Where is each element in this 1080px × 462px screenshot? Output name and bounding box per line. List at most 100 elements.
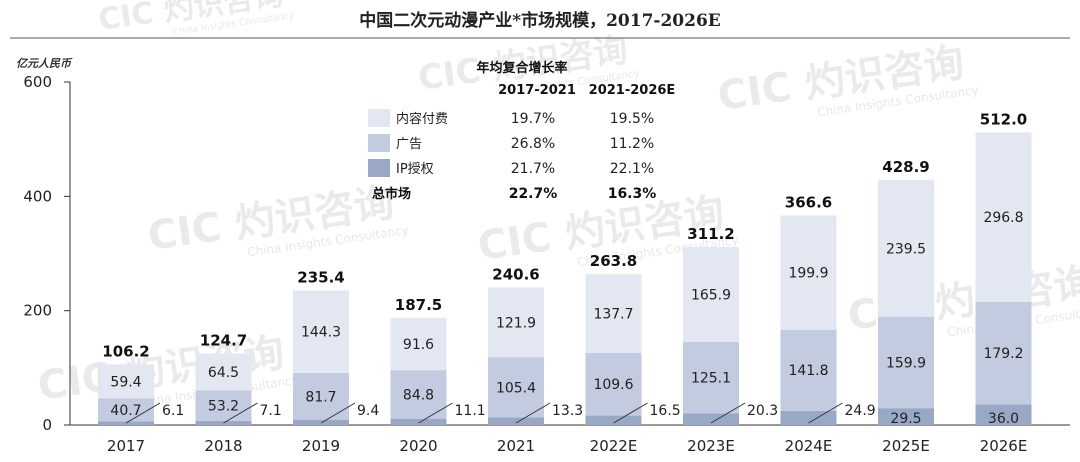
bar-segment — [585, 352, 642, 416]
data-label: 13.3 — [552, 403, 583, 419]
bar-segment — [975, 132, 1032, 302]
chart-title: 中国二次元动漫产业*市场规模，2017-2026E — [359, 10, 721, 31]
leader-line — [613, 402, 648, 424]
cagr-value-1: 21.7% — [511, 161, 555, 177]
watermark-brand: CIC — [96, 0, 156, 38]
data-label: 91.6 — [403, 337, 434, 353]
data-label: 137.7 — [593, 307, 633, 323]
data-label: 29.5 — [890, 411, 921, 427]
total-label: 428.9 — [882, 158, 929, 176]
bar-segment — [98, 398, 154, 422]
watermark-brand: CIC — [145, 204, 224, 260]
y-tick-label: 200 — [23, 302, 52, 320]
total-label: 124.7 — [200, 332, 247, 350]
total-label: 366.6 — [785, 193, 832, 211]
cagr-value-2: 19.5% — [610, 111, 654, 127]
bar-segment — [585, 415, 642, 425]
y-tick-label: 400 — [23, 187, 52, 205]
legend-label: 总市场 — [372, 186, 411, 202]
total-label: 187.5 — [395, 296, 442, 314]
bar-segment — [390, 317, 447, 371]
total-label: 512.0 — [980, 110, 1027, 128]
data-label: 11.1 — [455, 403, 486, 419]
cagr-value-2: 22.1% — [610, 161, 654, 177]
x-tick-label: 2025E — [882, 437, 930, 455]
x-tick-label: 2019 — [302, 437, 340, 455]
total-label: 106.2 — [102, 342, 149, 360]
data-label: 179.2 — [983, 346, 1023, 362]
legend-swatch — [368, 159, 390, 177]
leader-line — [418, 402, 453, 424]
x-tick-label: 2026E — [980, 437, 1028, 455]
bar-segment — [975, 301, 1032, 405]
bar-segment — [293, 290, 349, 373]
legend-label: 内容付费 — [396, 111, 448, 127]
bar-segment — [878, 179, 934, 317]
data-label: 141.8 — [788, 363, 828, 379]
bar-segment — [683, 413, 739, 425]
bar-segment — [780, 329, 837, 411]
data-label: 144.3 — [301, 325, 341, 341]
bar-segment — [878, 408, 934, 425]
watermark-brand: CIC — [416, 51, 484, 99]
x-tick-label: 2021 — [497, 437, 535, 455]
cagr-rows: 内容付费 19.7% 19.5% 广告 26.8% 11.2% IP授权 21.7% 22.1%… — [368, 109, 656, 202]
bar-segment — [975, 404, 1032, 425]
x-tick-label: 2022E — [590, 437, 638, 455]
watermark-brand: CIC — [475, 214, 554, 270]
data-label: 40.7 — [110, 403, 141, 419]
bar-segment — [683, 341, 739, 414]
data-label: 165.9 — [691, 287, 731, 303]
leader-line — [515, 402, 551, 424]
bar-segment — [195, 353, 252, 391]
bar-segment — [488, 357, 544, 418]
bar-segment — [585, 274, 642, 353]
cagr-col-1: 2017-2021 — [498, 83, 576, 98]
total-label: 263.8 — [590, 252, 637, 270]
bar-segment — [488, 417, 544, 425]
bar-segment — [390, 370, 447, 419]
data-label: 20.3 — [747, 403, 778, 419]
y-axis-label: 亿元人民币 — [16, 57, 73, 70]
bar-segment — [293, 419, 349, 425]
x-tick-label: 2017 — [107, 437, 145, 455]
data-label: 109.6 — [593, 377, 633, 393]
data-label: 64.5 — [208, 365, 239, 381]
bars — [98, 132, 1032, 425]
bar-segment — [98, 421, 154, 425]
leader-line — [320, 402, 356, 424]
total-label: 240.6 — [492, 265, 539, 283]
data-label: 239.5 — [886, 241, 926, 257]
cagr-heading: 年均复合增长率 — [476, 60, 567, 76]
leader-line — [808, 402, 843, 424]
data-label: 16.5 — [650, 403, 681, 419]
bar-segment — [98, 364, 154, 399]
bar-segment — [488, 287, 544, 358]
legend-swatch — [368, 134, 390, 152]
x-tick-label: 2018 — [204, 437, 242, 455]
data-label: 159.9 — [886, 355, 926, 371]
x-tick-label: 2023E — [687, 437, 735, 455]
data-label: 53.2 — [208, 399, 239, 415]
watermark-brand: CIC — [715, 64, 794, 120]
data-label: 296.8 — [983, 210, 1023, 226]
total-label: 311.2 — [687, 225, 734, 243]
cagr-col-2: 2021-2026E — [589, 83, 676, 98]
data-label: 7.1 — [260, 403, 282, 419]
cagr-value-2: 16.3% — [608, 186, 657, 202]
legend-label: 广告 — [396, 137, 422, 152]
data-label: 125.1 — [691, 371, 731, 387]
bar-segment — [780, 215, 837, 330]
x-tick-label: 2024E — [785, 437, 833, 455]
legend-swatch — [368, 109, 390, 127]
leader-line — [710, 402, 746, 424]
bar-segment — [390, 418, 447, 425]
data-label: 84.8 — [403, 387, 434, 403]
total-label: 235.4 — [297, 268, 344, 286]
legend-label: IP授权 — [396, 161, 434, 177]
cagr-table: 年均复合增长率 2017-2021 2021-2026E 内容付费 19.7% 19… — [368, 60, 675, 202]
bar-segment — [195, 390, 252, 421]
